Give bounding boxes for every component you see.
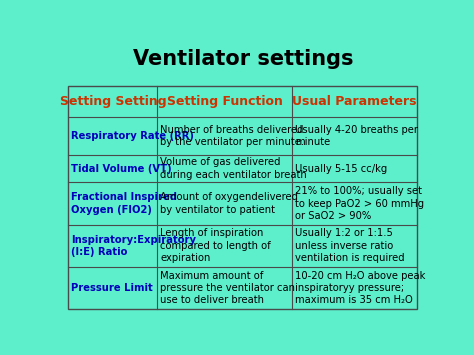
Text: Volume of gas delivered
during each ventilator breath: Volume of gas delivered during each vent… bbox=[160, 157, 307, 180]
Text: Maximum amount of
pressure the ventilator can
use to deliver breath: Maximum amount of pressure the ventilato… bbox=[160, 271, 295, 305]
Text: Usually 5-15 cc/kg: Usually 5-15 cc/kg bbox=[295, 164, 387, 174]
Text: Ventilator settings: Ventilator settings bbox=[133, 49, 353, 70]
Text: 10-20 cm H₂O above peak
inspiratoryy pressure;
maximum is 35 cm H₂O: 10-20 cm H₂O above peak inspiratoryy pre… bbox=[295, 271, 425, 305]
Text: Inspiratory:Expiratory
(I:E) Ratio: Inspiratory:Expiratory (I:E) Ratio bbox=[72, 235, 196, 257]
Text: Setting Setting: Setting Setting bbox=[60, 95, 166, 108]
Text: Respiratory Rate (RR): Respiratory Rate (RR) bbox=[72, 131, 194, 141]
Text: Amount of oxygendelivered
by ventilator to patient: Amount of oxygendelivered by ventilator … bbox=[160, 192, 298, 215]
Text: 21% to 100%; usually set
to keep PaO2 > 60 mmHg
or SaO2 > 90%: 21% to 100%; usually set to keep PaO2 > … bbox=[295, 186, 424, 221]
Text: Usual Parameters: Usual Parameters bbox=[292, 95, 417, 108]
Bar bbox=[68, 86, 418, 309]
Text: Fractional Inspired
Oxygen (FIO2): Fractional Inspired Oxygen (FIO2) bbox=[72, 192, 177, 215]
Text: Length of inspiration
compared to length of
expiration: Length of inspiration compared to length… bbox=[160, 228, 271, 263]
Text: Usually 1:2 or 1:1.5
unless inverse ratio
ventilation is required: Usually 1:2 or 1:1.5 unless inverse rati… bbox=[295, 228, 404, 263]
Text: Pressure Limit: Pressure Limit bbox=[72, 283, 153, 293]
Text: Tidal Volume (VT): Tidal Volume (VT) bbox=[72, 164, 172, 174]
Text: Setting Function: Setting Function bbox=[167, 95, 283, 108]
Text: Usually 4-20 breaths per
minute: Usually 4-20 breaths per minute bbox=[295, 125, 418, 147]
Text: Number of breaths delivered
by the ventilator per minute.: Number of breaths delivered by the venti… bbox=[160, 125, 304, 147]
